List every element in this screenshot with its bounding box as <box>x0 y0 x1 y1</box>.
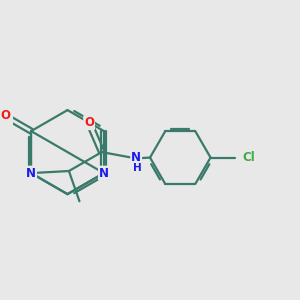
Text: N: N <box>99 167 109 180</box>
Text: N: N <box>26 167 36 180</box>
Text: N: N <box>131 152 141 164</box>
Text: O: O <box>84 116 94 129</box>
Text: Cl: Cl <box>242 151 255 164</box>
Text: O: O <box>0 110 10 122</box>
Text: H: H <box>133 163 141 172</box>
